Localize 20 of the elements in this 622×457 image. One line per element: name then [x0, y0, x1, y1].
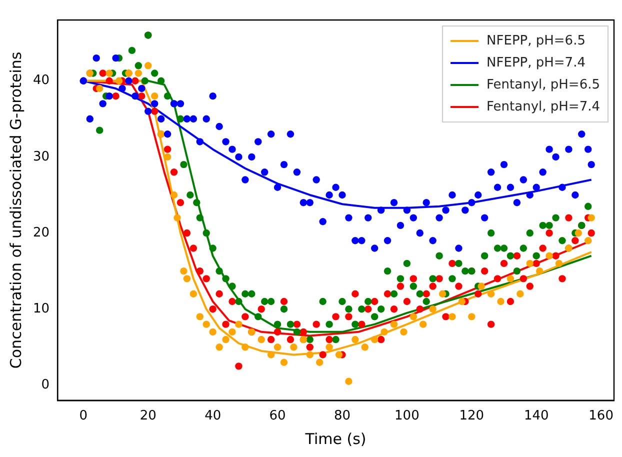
- x-tick-label: 100: [394, 408, 420, 424]
- legend-label: Fentanyl, pH=7.4: [486, 99, 600, 114]
- x-tick-label: 120: [459, 408, 484, 424]
- legend-label: NFEPP, pH=7.4: [486, 55, 586, 70]
- y-tick-label: 10: [32, 301, 50, 316]
- y-tick-label: 0: [41, 378, 50, 393]
- x-tick-label: 60: [269, 408, 286, 424]
- y-tick-label: 30: [32, 149, 50, 164]
- legend-label: NFEPP, pH=6.5: [486, 33, 586, 48]
- x-axis-title: Time (s): [304, 430, 366, 448]
- x-tick-label: 140: [524, 408, 549, 424]
- y-tick-label: 40: [32, 73, 50, 88]
- y-axis-title: Concentration of undissociated G-proteins: [6, 52, 25, 369]
- x-tick-label: 0: [79, 408, 88, 424]
- legend-label: Fentanyl, pH=6.5: [486, 77, 600, 92]
- x-tick-label: 80: [334, 408, 351, 424]
- x-tick-label: 20: [140, 408, 156, 424]
- x-tick-label: 40: [204, 408, 222, 424]
- x-tick-label: 160: [588, 408, 614, 424]
- y-tick-label: 20: [32, 225, 50, 240]
